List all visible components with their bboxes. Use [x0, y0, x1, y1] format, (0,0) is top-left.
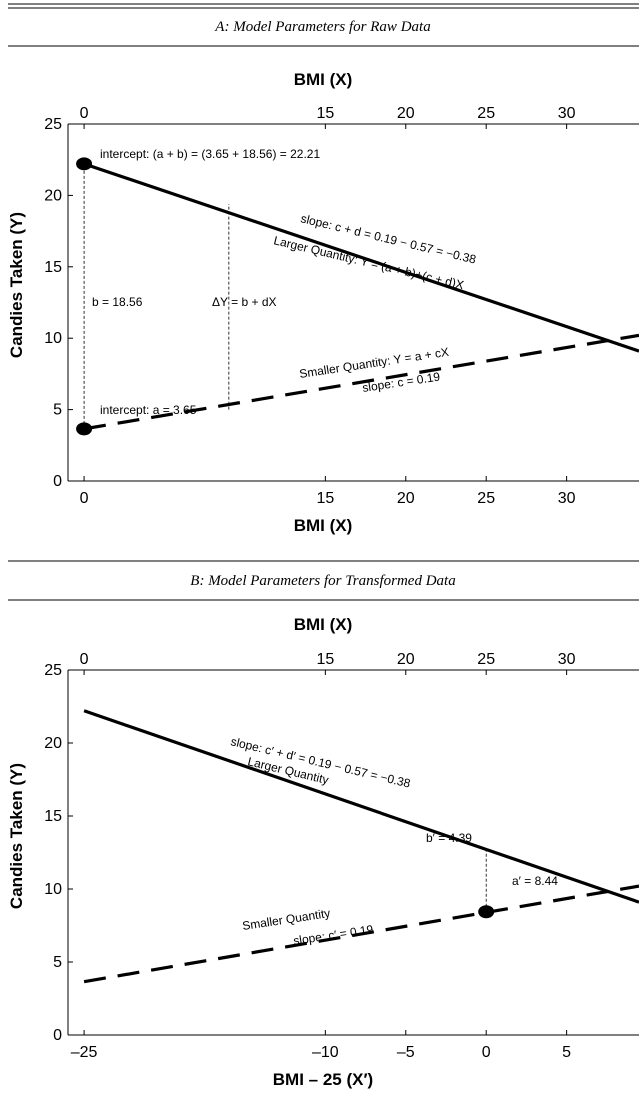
x-axis-title: BMI (X): [294, 516, 353, 535]
data-point: [76, 157, 93, 171]
intercept-bottom-label: intercept: a = 3.65: [100, 403, 197, 417]
x-top-tick-label: 0: [80, 651, 89, 668]
series-line-smaller-quantity: [83, 884, 639, 984]
slope-bottom-label-b: slope: c′ = 0.19: [292, 922, 374, 948]
y-tick-label: 5: [53, 402, 62, 419]
y-tick-label: 5: [53, 954, 62, 971]
x-top-tick-label: 20: [397, 105, 415, 122]
y-axis-title-b: Candies Taken (Y): [7, 763, 26, 909]
x-top-tick-label: 0: [80, 105, 89, 122]
y-tick-label: 0: [53, 1027, 62, 1044]
y-tick-label: 10: [44, 881, 62, 898]
x-tick-label: 15: [316, 490, 334, 507]
delta-y-label: ΔY = b + dX: [212, 295, 277, 309]
slope-bottom-label: slope: c = 0.19: [361, 369, 441, 394]
y-tick-label: 25: [44, 116, 62, 133]
marks-b: [83, 709, 639, 984]
series-line-larger-quantity: [83, 162, 639, 353]
a-prime-label: a′ = 8.44: [512, 874, 558, 888]
x-tick-label: –25: [71, 1044, 98, 1061]
x-tick-label: 0: [482, 1044, 491, 1061]
axes-a: 0 5 10 15 20 25 0 15 20 25 30 0 15 20 25 30: [44, 105, 639, 507]
intercept-top-label: intercept: (a + b) = (3.65 + 18.56) = 22…: [100, 147, 320, 161]
y-tick-label: 25: [44, 662, 62, 679]
panel-b-title: B: Model Parameters for Transformed Data: [190, 573, 455, 589]
axes-b: 0 5 10 15 20 25 –25 –10 –5 0 5 0 15 20 25 30: [44, 651, 639, 1061]
y-tick-label: 10: [44, 330, 62, 347]
x-top-tick-label: 30: [558, 105, 576, 122]
marks-a: [76, 157, 639, 436]
x-axis-top-title: BMI (X): [294, 70, 353, 89]
series-line-larger-quantity: [83, 709, 639, 904]
x-tick-label: –10: [312, 1044, 339, 1061]
x-tick-label: –5: [397, 1044, 415, 1061]
x-top-tick-label: 20: [397, 651, 415, 668]
x-tick-label: 0: [80, 490, 89, 507]
x-top-tick-label: 15: [316, 105, 334, 122]
panel-a-title: A: Model Parameters for Raw Data: [214, 19, 430, 35]
larger-equation-label: Larger Quantity: Y = (a + b)+(c + d)X: [272, 233, 465, 292]
y-tick-label: 15: [44, 808, 62, 825]
data-point: [478, 905, 495, 919]
series-line-smaller-quantity: [83, 333, 639, 431]
y-tick-label: 0: [53, 473, 62, 490]
x-axis-title-b: BMI – 25 (X′): [273, 1070, 373, 1089]
panel-b: B: Model Parameters for Transformed Data…: [7, 560, 639, 1089]
x-top-tick-label: 15: [316, 651, 334, 668]
x-tick-label: 5: [562, 1044, 571, 1061]
panel-a: A: Model Parameters for Raw Data BMI (X)…: [7, 3, 639, 535]
x-top-tick-label: 30: [558, 651, 576, 668]
x-top-tick-label: 25: [477, 105, 495, 122]
smaller-label-b: Smaller Quantity: [241, 906, 331, 933]
y-axis-title: Candies Taken (Y): [7, 212, 26, 358]
b-prime-label: b′ = 4.39: [426, 831, 472, 845]
y-tick-label: 20: [44, 735, 62, 752]
x-tick-label: 20: [397, 490, 415, 507]
x-tick-label: 25: [477, 490, 495, 507]
data-point: [76, 422, 93, 436]
x-top-tick-label: 25: [477, 651, 495, 668]
y-tick-label: 15: [44, 259, 62, 276]
y-tick-label: 20: [44, 187, 62, 204]
x-tick-label: 30: [558, 490, 576, 507]
b-label: b = 18.56: [92, 295, 143, 309]
x-axis-top-title-b: BMI (X): [294, 615, 353, 634]
